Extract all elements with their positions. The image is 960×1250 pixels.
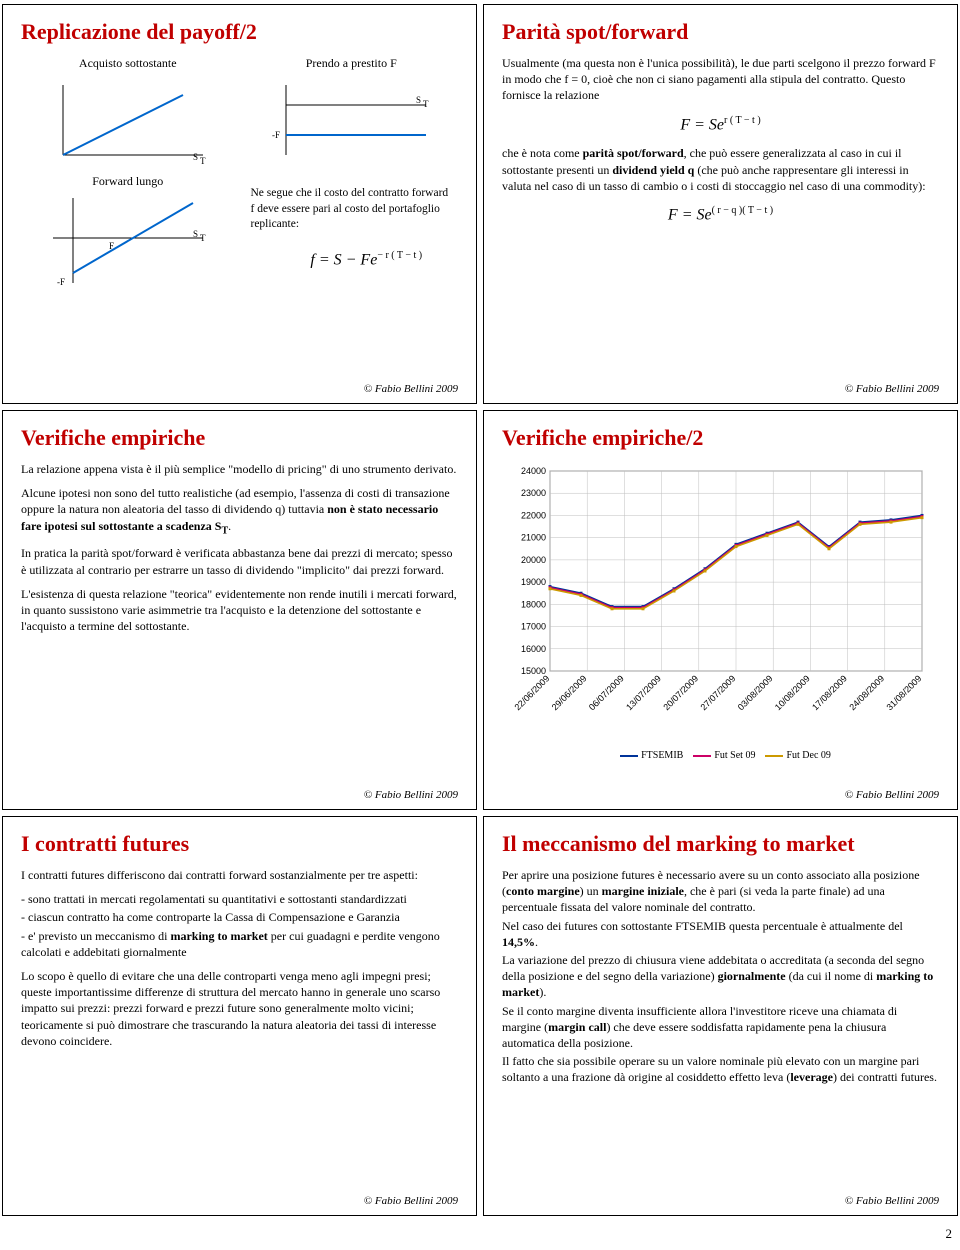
slide-grid: Replicazione del payoff/2 Acquisto sotto… [0, 0, 960, 1226]
formula-exp: − r ( T − t ) [377, 250, 422, 261]
para-2: Nel caso dei futures con sottostante FTS… [502, 918, 939, 950]
formula-exp: ( r − q )( T − t ) [712, 205, 773, 216]
svg-text:20/07/2009: 20/07/2009 [661, 673, 700, 712]
col-acquisto: Acquisto sottostante S T [21, 55, 235, 165]
label-acquisto: Acquisto sottostante [79, 55, 177, 71]
svg-text:16000: 16000 [521, 644, 546, 654]
formula-text: F = Se [680, 116, 724, 133]
slide-parita: Parità spot/forward Usualmente (ma quest… [483, 4, 958, 404]
slide-footer: © Fabio Bellini 2009 [502, 1195, 939, 1207]
svg-text:21000: 21000 [521, 533, 546, 543]
formula-replicazione: f = S − Fe− r ( T − t ) [280, 249, 422, 271]
svg-text:S: S [193, 229, 198, 239]
slide-body: 1500016000170001800019000200002100022000… [502, 461, 939, 785]
svg-text:19000: 19000 [521, 577, 546, 587]
svg-text:06/07/2009: 06/07/2009 [587, 673, 626, 712]
svg-text:-F: -F [272, 130, 280, 140]
svg-text:31/08/2009: 31/08/2009 [884, 673, 923, 712]
svg-text:22/06/2009: 22/06/2009 [512, 673, 551, 712]
svg-text:S: S [193, 152, 198, 162]
para-5: Il fatto che sia possibile operare su un… [502, 1053, 939, 1085]
slide-title: Verifiche empiriche/2 [502, 425, 939, 451]
slide-footer: © Fabio Bellini 2009 [21, 789, 458, 801]
para-intro: I contratti futures differiscono dai con… [21, 867, 458, 883]
para-1: La relazione appena vista è il più sempl… [21, 461, 458, 477]
para-3: In pratica la parità spot/forward è veri… [21, 545, 458, 577]
svg-text:T: T [200, 156, 206, 165]
svg-text:17000: 17000 [521, 622, 546, 632]
bullet-1: - sono trattati in mercati regolamentati… [21, 891, 458, 907]
formula-exp: r ( T − t ) [724, 115, 761, 126]
col-formula: Ne segue che il costo del contratto forw… [245, 173, 459, 293]
col-prestito: Prendo a prestito F -F S T [245, 55, 459, 165]
slide-verifiche: Verifiche empiriche La relazione appena … [2, 410, 477, 810]
slide-futures: I contratti futures I contratti futures … [2, 816, 477, 1216]
col-forward-lungo: Forward lungo F S T -F [21, 173, 235, 293]
slide-footer: © Fabio Bellini 2009 [502, 383, 939, 395]
svg-text:27/07/2009: 27/07/2009 [698, 673, 737, 712]
diagram-row-top: Acquisto sottostante S T Prendo a presti… [21, 55, 458, 165]
para-3: La variazione del prezzo di chiusura vie… [502, 952, 939, 1001]
svg-text:S: S [416, 95, 421, 105]
slide-footer: © Fabio Bellini 2009 [21, 1195, 458, 1207]
chart-ftsemib: 1500016000170001800019000200002100022000… [502, 461, 932, 741]
svg-text:22000: 22000 [521, 510, 546, 520]
para-4: Se il conto margine diventa insufficient… [502, 1003, 939, 1052]
bullet-2: - ciascun contratto ha come controparte … [21, 909, 458, 925]
formula-text: F = Se [668, 206, 712, 223]
slide-verifiche-2: Verifiche empiriche/2 150001600017000180… [483, 410, 958, 810]
slide-body: I contratti futures differiscono dai con… [21, 867, 458, 1191]
note-costo: Ne segue che il costo del contratto forw… [245, 186, 459, 239]
svg-text:29/06/2009: 29/06/2009 [550, 673, 589, 712]
slide-body: Acquisto sottostante S T Prendo a presti… [21, 55, 458, 379]
bullet-3: - e' previsto un meccanismo di marking t… [21, 928, 458, 960]
slide-body: La relazione appena vista è il più sempl… [21, 461, 458, 785]
svg-text:03/08/2009: 03/08/2009 [736, 673, 775, 712]
diagram-prestito: -F S T [266, 75, 436, 165]
slide-footer: © Fabio Bellini 2009 [21, 383, 458, 395]
formula-parita-1: F = Ser ( T − t ) [502, 114, 939, 136]
diagram-forward-lungo: F S T -F [43, 193, 213, 293]
diagram-acquisto: S T [43, 75, 213, 165]
slide-body: Usualmente (ma questa non è l'unica poss… [502, 55, 939, 379]
label-prestito: Prendo a prestito F [306, 55, 397, 71]
slide-title: Verifiche empiriche [21, 425, 458, 451]
svg-text:17/08/2009: 17/08/2009 [810, 673, 849, 712]
formula-parita-2: F = Se( r − q )( T − t ) [502, 204, 939, 226]
para-generalizzata: che è nota come parità spot/forward, che… [502, 145, 939, 194]
svg-text:T: T [423, 99, 429, 109]
para-1: Per aprire una posizione futures è neces… [502, 867, 939, 916]
slide-title: Replicazione del payoff/2 [21, 19, 458, 45]
para-2: Alcune ipotesi non sono del tutto realis… [21, 485, 458, 537]
svg-text:10/08/2009: 10/08/2009 [773, 673, 812, 712]
slide-body: Per aprire una posizione futures è neces… [502, 867, 939, 1191]
para-4: L'esistenza di questa relazione "teorica… [21, 586, 458, 635]
svg-text:T: T [200, 233, 206, 243]
slide-title: Parità spot/forward [502, 19, 939, 45]
svg-text:18000: 18000 [521, 599, 546, 609]
slide-footer: © Fabio Bellini 2009 [502, 789, 939, 801]
svg-text:23000: 23000 [521, 488, 546, 498]
svg-text:24000: 24000 [521, 466, 546, 476]
svg-text:20000: 20000 [521, 555, 546, 565]
svg-text:13/07/2009: 13/07/2009 [624, 673, 663, 712]
svg-text:-F: -F [57, 277, 65, 287]
formula-text: f = S − Fe [310, 251, 377, 268]
slide-replicazione: Replicazione del payoff/2 Acquisto sotto… [2, 4, 477, 404]
chart-legend: FTSEMIBFut Set 09Fut Dec 09 [502, 749, 939, 763]
para-scopo: Lo scopo è quello di evitare che una del… [21, 968, 458, 1049]
label-forward-lungo: Forward lungo [92, 173, 163, 189]
para-intro: Usualmente (ma questa non è l'unica poss… [502, 55, 939, 104]
slide-title: Il meccanismo del marking to market [502, 831, 939, 857]
slide-marking: Il meccanismo del marking to market Per … [483, 816, 958, 1216]
page-number: 2 [0, 1226, 960, 1250]
svg-text:24/08/2009: 24/08/2009 [847, 673, 886, 712]
svg-text:F: F [109, 241, 114, 251]
diagram-row-bottom: Forward lungo F S T -F Ne segue che il c… [21, 173, 458, 293]
slide-title: I contratti futures [21, 831, 458, 857]
